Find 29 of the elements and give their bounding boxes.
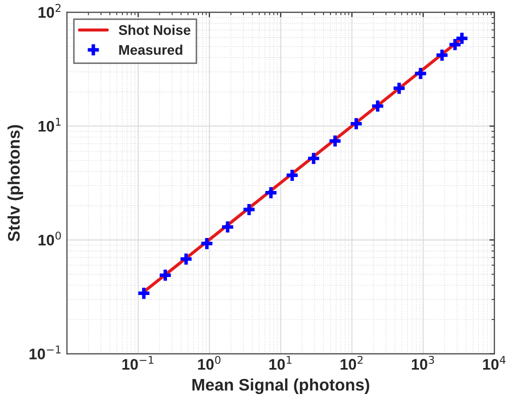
point — [200, 236, 214, 251]
point — [370, 98, 385, 114]
x-axis-title: Mean Signal (photons) — [192, 378, 370, 394]
y-tick-label: 10$^{1}$ — [38, 118, 61, 132]
y-axis-title: Stdv (photons) — [8, 125, 24, 242]
x-tick-label: 10$^{1}$ — [269, 356, 292, 370]
point — [306, 151, 321, 166]
point — [348, 116, 364, 131]
x-tick-label: 10$^{−1}$ — [122, 356, 154, 370]
point — [413, 66, 428, 81]
point — [220, 220, 235, 234]
point — [284, 168, 300, 183]
point — [328, 134, 342, 148]
point — [242, 202, 256, 217]
legend-label: Shot Noise — [118, 24, 190, 35]
x-tick-label: 10$^{4}$ — [483, 356, 506, 370]
y-tick-label: 10$^{−1}$ — [30, 346, 61, 360]
point — [264, 185, 278, 200]
x-tick-label: 10$^{0}$ — [198, 356, 220, 370]
point — [392, 80, 406, 96]
legend-label: Measured — [119, 44, 182, 55]
y-tick-label: 10$^{0}$ — [38, 232, 61, 246]
point — [434, 48, 450, 62]
x-tick-label: 10$^{2}$ — [340, 356, 363, 370]
point — [178, 252, 194, 266]
y-tick-label: 10$^{2}$ — [38, 4, 61, 18]
point — [158, 268, 173, 283]
point — [136, 286, 152, 301]
x-tick-label: 10$^{3}$ — [412, 356, 434, 370]
